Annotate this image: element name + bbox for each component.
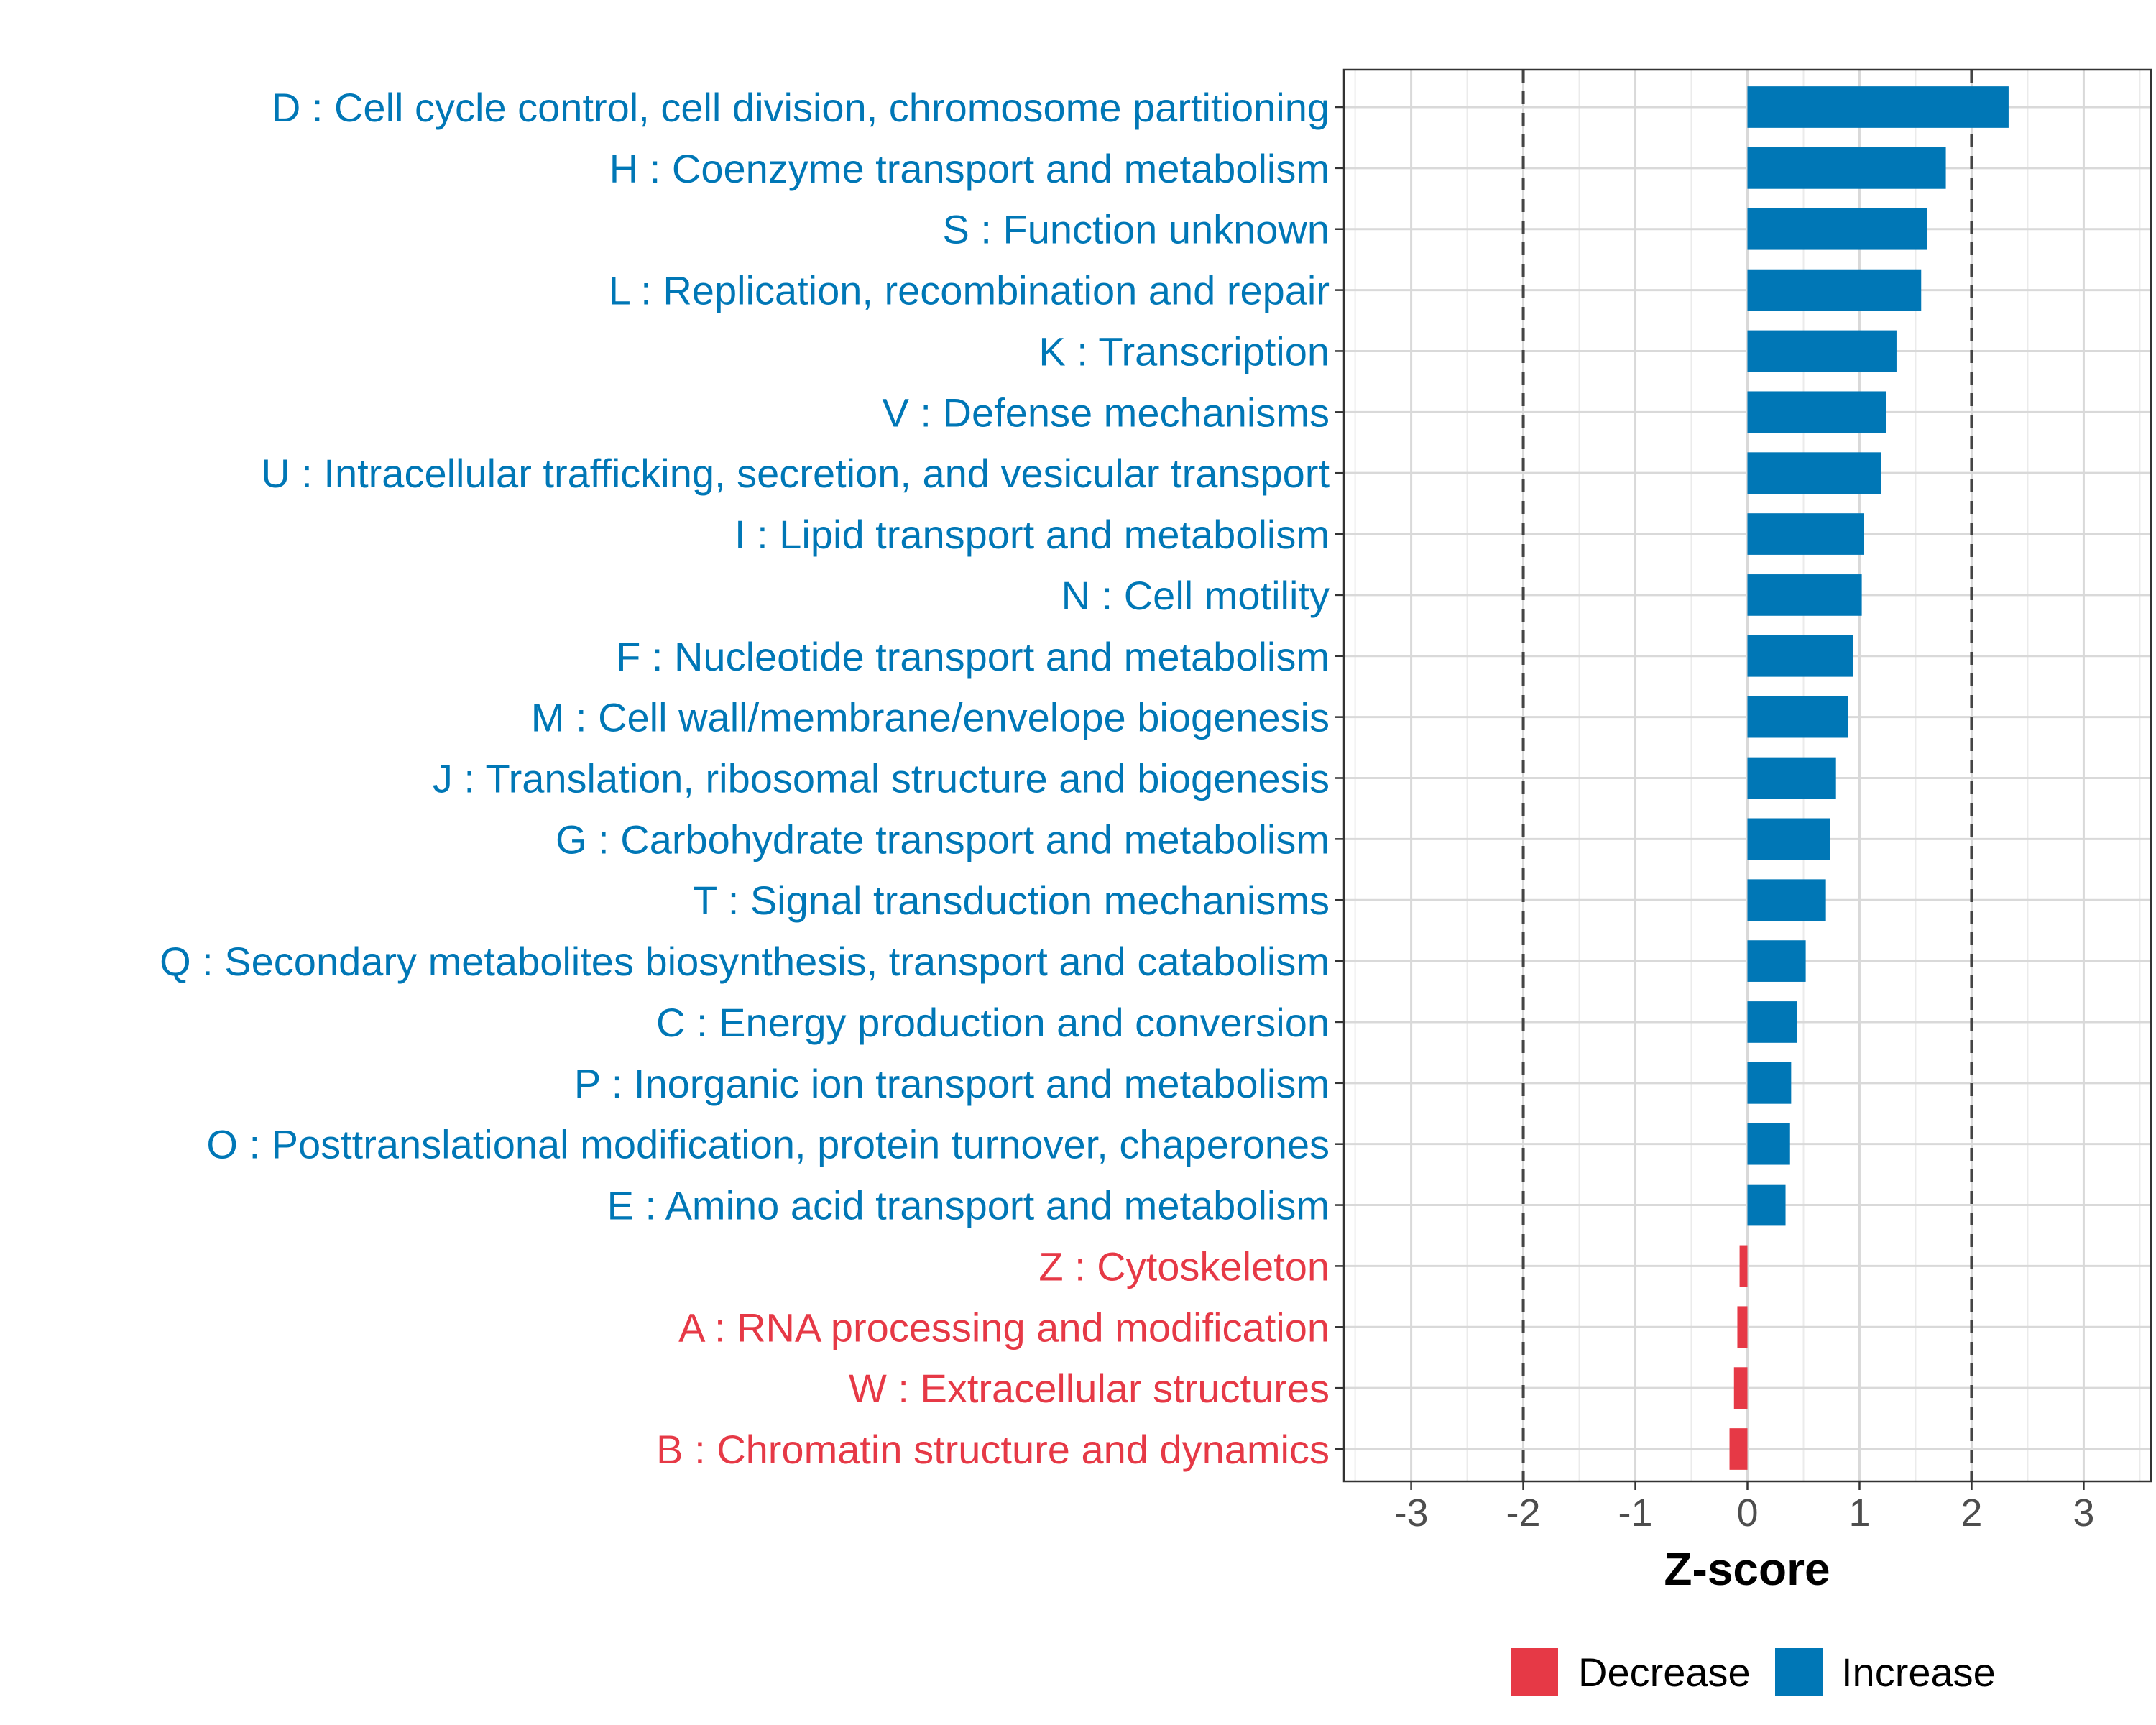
category-label: S : Function unknown — [942, 207, 1330, 252]
y-axis-category-labels: D : Cell cycle control, cell division, c… — [160, 85, 1330, 1472]
category-label: O : Posttranslational modification, prot… — [206, 1122, 1330, 1167]
bar — [1747, 635, 1853, 677]
bar — [1747, 1001, 1797, 1043]
legend-swatch-decrease — [1511, 1648, 1558, 1696]
category-label: B : Chromatin structure and dynamics — [656, 1427, 1330, 1472]
bar — [1747, 1062, 1792, 1104]
category-label: V : Defense mechanisms — [883, 390, 1330, 435]
bar — [1747, 330, 1897, 372]
category-label: N : Cell motility — [1061, 573, 1330, 618]
x-axis-ticks: -3 -2 -1 0 1 2 3 — [1394, 1481, 2094, 1535]
x-tick-label: -3 — [1394, 1491, 1429, 1535]
bars — [1729, 86, 2009, 1470]
category-label: E : Amino acid transport and metabolism — [607, 1183, 1330, 1228]
bar — [1733, 1367, 1748, 1409]
bar — [1747, 513, 1864, 555]
category-label: L : Replication, recombination and repai… — [609, 268, 1330, 313]
legend-swatch-increase — [1775, 1648, 1823, 1696]
category-label: H : Coenzyme transport and metabolism — [609, 146, 1330, 191]
bar — [1739, 1245, 1748, 1287]
bar — [1747, 1123, 1790, 1165]
bar — [1747, 879, 1826, 921]
category-label: W : Extracellular structures — [849, 1366, 1330, 1411]
category-label: T : Signal transduction mechanisms — [693, 878, 1330, 923]
bar — [1747, 452, 1881, 494]
y-axis-ticks — [1335, 106, 1344, 1450]
x-tick-label: -2 — [1506, 1491, 1541, 1535]
bar — [1747, 391, 1886, 433]
category-label: I : Lipid transport and metabolism — [734, 512, 1330, 557]
category-label: F : Nucleotide transport and metabolism — [616, 634, 1330, 679]
x-tick-label: 1 — [1848, 1491, 1870, 1535]
x-axis-title: Z-score — [1664, 1543, 1830, 1595]
bar — [1747, 269, 1922, 311]
bar — [1747, 1184, 1786, 1226]
x-tick-label: 0 — [1736, 1491, 1758, 1535]
x-tick-label: 3 — [2073, 1491, 2094, 1535]
category-label: M : Cell wall/membrane/envelope biogenes… — [531, 695, 1330, 740]
bar — [1747, 86, 2009, 128]
category-label: U : Intracellular trafficking, secretion… — [261, 451, 1330, 496]
category-label: K : Transcription — [1038, 328, 1330, 374]
legend-label-decrease: Decrease — [1578, 1650, 1751, 1695]
bar — [1747, 696, 1848, 738]
x-tick-label: -1 — [1618, 1491, 1653, 1535]
category-label: A : RNA processing and modification — [678, 1305, 1330, 1350]
bar — [1747, 757, 1836, 799]
bar — [1747, 818, 1830, 860]
category-label: P : Inorganic ion transport and metaboli… — [574, 1061, 1330, 1106]
category-label: G : Carbohydrate transport and metabolis… — [556, 816, 1330, 862]
legend: Decrease Increase — [1511, 1648, 1996, 1696]
reference-lines — [1521, 70, 1973, 1481]
category-label: D : Cell cycle control, cell division, c… — [272, 85, 1330, 130]
category-label: C : Energy production and conversion — [656, 1000, 1330, 1045]
bar — [1737, 1306, 1748, 1348]
legend-label-increase: Increase — [1841, 1650, 1996, 1695]
bar — [1729, 1428, 1748, 1470]
bar — [1747, 574, 1862, 616]
bar — [1747, 940, 1806, 982]
bar — [1747, 208, 1927, 250]
category-label: J : Translation, ribosomal structure and… — [433, 756, 1330, 801]
category-label: Q : Secondary metabolites biosynthesis, … — [160, 939, 1330, 984]
category-label: Z : Cytoskeleton — [1038, 1243, 1330, 1289]
x-tick-label: 2 — [1961, 1491, 1982, 1535]
bar — [1747, 147, 1946, 189]
